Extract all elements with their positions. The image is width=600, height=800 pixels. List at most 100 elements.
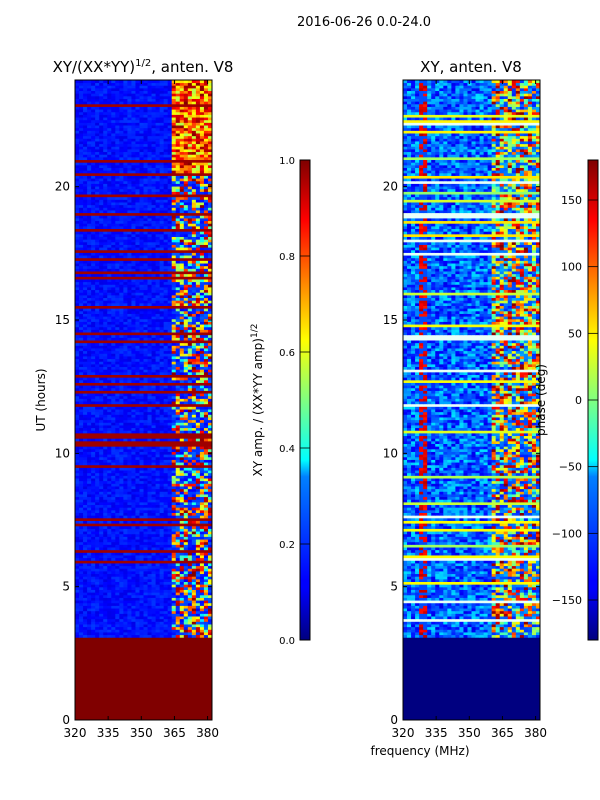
heatmap-cell	[135, 486, 140, 490]
heatmap-cell	[123, 438, 128, 442]
heatmap-cell	[139, 525, 144, 529]
heatmap-cell	[115, 281, 120, 285]
heatmap-cell	[179, 358, 185, 362]
heatmap-cell	[195, 310, 201, 314]
heatmap-cell	[75, 393, 80, 397]
heatmap-cell	[159, 302, 165, 306]
heatmap-cell	[115, 231, 120, 235]
heatmap-cell	[131, 507, 136, 511]
heatmap-cell	[119, 265, 124, 269]
heatmap-cell	[143, 454, 148, 458]
heatmap-cell	[151, 218, 156, 222]
heatmap-cell	[203, 348, 209, 352]
heatmap-row	[75, 398, 213, 402]
heatmap-cell	[175, 448, 181, 452]
heatmap-cell	[139, 395, 144, 399]
heatmap-cell	[163, 406, 169, 410]
heatmap-cell	[143, 398, 148, 402]
heatmap-cell	[119, 446, 124, 450]
heatmap-cell	[87, 459, 92, 463]
heatmap-row	[75, 565, 213, 569]
heatmap-cell	[183, 632, 189, 636]
heatmap-cell	[87, 600, 92, 604]
heatmap-cell	[103, 252, 108, 256]
heatmap-row	[75, 239, 213, 243]
heatmap-cell	[87, 422, 92, 426]
heatmap-cell	[191, 401, 197, 405]
heatmap-cell	[155, 605, 161, 609]
heatmap-row	[75, 350, 213, 354]
heatmap-cell	[147, 600, 152, 604]
heatmap-cell	[131, 584, 136, 588]
heatmap-cell	[83, 462, 88, 466]
heatmap-cell	[127, 586, 132, 590]
heatmap-cell	[143, 300, 148, 304]
heatmap-cell	[179, 204, 185, 208]
heatmap-cell	[203, 210, 209, 214]
heatmap-cell	[199, 496, 205, 500]
heatmap-cell	[167, 268, 173, 272]
heatmap-cell	[103, 356, 108, 360]
heatmap-cell	[107, 541, 112, 545]
heatmap-cell	[103, 448, 108, 452]
heatmap-cell	[207, 310, 213, 314]
heatmap-cell	[123, 533, 128, 537]
heatmap-cell	[75, 610, 80, 614]
heatmap-cell	[199, 398, 205, 402]
left-title-superscript: 1/2	[135, 58, 151, 69]
heatmap-cell	[151, 610, 156, 614]
heatmap-cell	[143, 581, 148, 585]
heatmap-cell	[83, 289, 88, 293]
heatmap-cell	[199, 385, 205, 389]
heatmap-cell	[91, 478, 96, 482]
heatmap-cell	[163, 486, 169, 490]
heatmap-cell	[119, 586, 124, 590]
heatmap-cell	[91, 395, 96, 399]
heatmap-cell	[135, 618, 140, 622]
heatmap-cell	[179, 422, 185, 426]
heatmap-cell	[175, 555, 181, 559]
heatmap-cell	[107, 202, 112, 206]
heatmap-cell	[91, 512, 96, 516]
heatmap-cell	[79, 419, 84, 423]
heatmap-cell	[99, 480, 104, 484]
heatmap-cell	[163, 570, 169, 575]
heatmap-cell	[203, 369, 209, 373]
heatmap-cell	[171, 324, 177, 328]
heatmap-cell	[79, 483, 84, 487]
heatmap-cell	[199, 371, 205, 375]
heatmap-cell	[203, 581, 209, 585]
heatmap-cell	[159, 207, 165, 211]
heatmap-cell	[131, 555, 136, 559]
heatmap-cell	[75, 459, 80, 463]
heatmap-cell	[207, 241, 213, 245]
heatmap-cell	[131, 531, 136, 535]
heatmap-cell	[127, 448, 132, 452]
heatmap-cell	[207, 536, 213, 540]
heatmap-cell	[151, 480, 156, 484]
heatmap-cell	[191, 632, 197, 636]
heatmap-cell	[87, 244, 92, 248]
heatmap-cell	[131, 342, 136, 346]
heatmap-row	[75, 547, 213, 551]
heatmap-cell	[95, 541, 100, 545]
heatmap-cell	[119, 552, 124, 556]
heatmap-cell	[163, 350, 169, 354]
heatmap-cell	[147, 528, 152, 532]
heatmap-cell	[139, 592, 144, 596]
heatmap-cell	[195, 624, 201, 628]
heatmap-cell	[111, 568, 116, 572]
heatmap-cell	[139, 608, 144, 612]
heatmap-cell	[135, 260, 140, 264]
heatmap-row	[75, 563, 213, 567]
heatmap-cell	[79, 308, 84, 312]
heatmap-cell	[207, 417, 213, 421]
heatmap-cell	[135, 281, 140, 285]
heatmap-cell	[75, 223, 80, 227]
heatmap-cell	[99, 324, 104, 328]
heatmap-cell	[183, 385, 189, 389]
heatmap-cell	[179, 462, 185, 466]
heatmap-cell	[107, 425, 112, 429]
heatmap-cell	[95, 467, 100, 471]
heatmap-cell	[87, 310, 92, 314]
